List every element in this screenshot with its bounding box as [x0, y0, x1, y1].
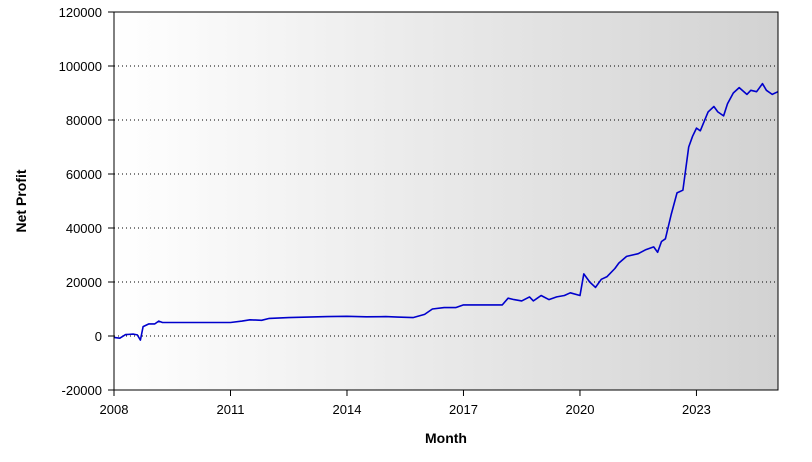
- y-tick-label: 120000: [59, 5, 102, 20]
- series-lines: [113, 82, 779, 341]
- y-tick-label: 100000: [59, 59, 102, 74]
- x-tick-label: 2011: [217, 402, 245, 417]
- grid-lines: [114, 65, 778, 337]
- plot-border: [113, 11, 779, 391]
- y-tick-label: 60000: [66, 167, 102, 182]
- y-tick-label: 0: [95, 329, 102, 344]
- y-axis-title: Net Profit: [13, 169, 29, 232]
- y-tick-label: 40000: [66, 221, 102, 236]
- y-tick-label: -20000: [62, 383, 102, 398]
- x-tick-label: 2023: [682, 402, 711, 417]
- series-line-0: [113, 82, 779, 341]
- x-axis-title: Month: [425, 430, 467, 446]
- x-tick-label: 2017: [449, 402, 478, 417]
- y-tick-label: 80000: [66, 113, 102, 128]
- y-tick-label: 20000: [66, 275, 102, 290]
- x-tick-label: 2014: [333, 402, 362, 417]
- plot-area: [114, 12, 778, 390]
- x-axis: 2008 2011 2014 2017 2020 2023: [100, 390, 711, 417]
- y-axis: -20000 0 20000 40000 60000 80000 100000 120000: [59, 5, 114, 398]
- x-tick-label: 2020: [566, 402, 595, 417]
- x-tick-label: 2008: [100, 402, 129, 417]
